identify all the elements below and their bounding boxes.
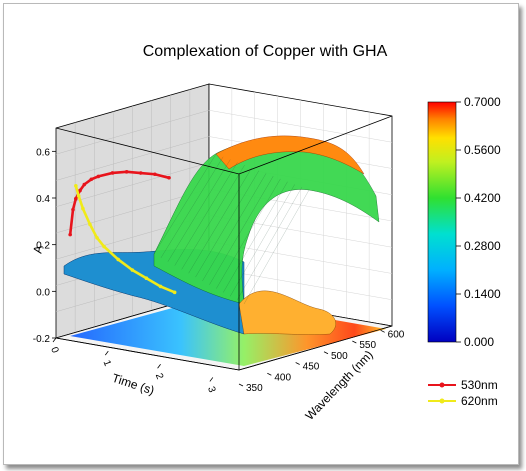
y-tick-label: 600 xyxy=(388,329,405,340)
x-tick-mark xyxy=(209,377,214,382)
series-point-530nm xyxy=(89,177,94,182)
colorbar-tick-label: 0.2800 xyxy=(464,239,501,253)
y-tick-mark xyxy=(267,372,272,376)
series-point-530nm xyxy=(110,171,115,175)
series-point-530nm xyxy=(124,170,129,174)
x-tick-mark xyxy=(104,350,109,356)
z-tick-label: 0.4 xyxy=(36,194,50,205)
colorbar-tick-label: 0.7000 xyxy=(464,95,501,109)
mesh-line xyxy=(195,170,260,278)
y-tick-label: 550 xyxy=(359,340,376,351)
colorbar-tick-label: 0.000 xyxy=(464,335,494,349)
mesh-line xyxy=(209,176,274,285)
series-point-530nm xyxy=(138,171,143,175)
x-tick-label: 3 xyxy=(205,385,217,394)
grid-line xyxy=(55,110,210,155)
series-point-620nm xyxy=(116,257,120,262)
colorbar xyxy=(427,101,457,343)
x-tick-mark xyxy=(52,337,57,343)
z-tick-label: 0.2 xyxy=(36,241,50,252)
mesh-line xyxy=(236,187,303,301)
floor-contour-projection xyxy=(70,298,386,366)
series-point-530nm xyxy=(74,196,78,201)
mesh-line xyxy=(216,178,281,289)
chart-title: Complexation of Copper with GHA xyxy=(143,43,388,60)
series-point-620nm xyxy=(130,268,135,272)
grid-line xyxy=(55,136,210,181)
legend-item-530nm: 530nm xyxy=(428,378,498,392)
legend-item-620nm: 620nm xyxy=(428,394,498,408)
mesh-line xyxy=(202,173,267,282)
z-tick-label: -0.2 xyxy=(33,334,51,345)
colorbar-tick-label: 0.4200 xyxy=(464,191,501,205)
series-point-620nm xyxy=(172,290,177,295)
y-tick-mark xyxy=(323,351,329,355)
z-axis-label: A xyxy=(30,244,45,254)
series-layer xyxy=(68,170,177,295)
mesh-line xyxy=(160,156,224,258)
y-tick-label: 450 xyxy=(303,362,320,373)
grid-line xyxy=(55,162,210,207)
series-point-620nm xyxy=(81,206,85,211)
y-tick-label: 500 xyxy=(331,351,348,362)
axis-ticks: -0.2 0.0 0.2 0.4 0.6 0 1 2 3 350 400 450 500 550 600 xyxy=(33,147,405,394)
z-tick-label: 0.6 xyxy=(36,147,50,158)
z-tick-label: 0.0 xyxy=(36,287,50,298)
legend-label-530nm: 530nm xyxy=(461,378,498,392)
colorbar-ticks: 0.7000 0.5600 0.4200 0.2800 0.1400 0.000 xyxy=(456,95,501,349)
mesh-line xyxy=(223,181,288,293)
floor-front-edges xyxy=(55,325,393,371)
surface-chart: Complexation of Copper with GHA -0.20.00… xyxy=(30,43,501,423)
mesh-line xyxy=(243,189,310,305)
mesh-line xyxy=(229,184,295,297)
x-axis-label: Time (s) xyxy=(110,371,156,398)
y-tick-label: 400 xyxy=(274,372,291,383)
chart-frame: Complexation of Copper with GHA -0.2 0.0 0… xyxy=(3,3,519,465)
series-point-620nm xyxy=(102,244,106,249)
y-tick-mark xyxy=(352,340,357,344)
surface-peak-ridge xyxy=(215,135,365,175)
series-point-620nm xyxy=(144,276,149,281)
series-point-530nm xyxy=(78,188,82,193)
surface-right-fold xyxy=(238,290,336,335)
surface-mesh xyxy=(153,153,310,305)
series-point-530nm xyxy=(96,174,101,179)
series-point-620nm xyxy=(88,222,92,227)
colorbar-tick-label: 0.1400 xyxy=(464,287,501,301)
legend-marker-530nm xyxy=(439,382,445,388)
legend-label-620nm: 620nm xyxy=(461,394,498,408)
mesh-line xyxy=(167,159,231,262)
y-tick-label: 350 xyxy=(246,383,263,394)
y-tick-mark xyxy=(380,329,385,333)
series-point-530nm xyxy=(167,176,171,180)
x-tick-mark xyxy=(157,364,161,369)
series-point-620nm xyxy=(158,284,163,289)
y-tick-mark xyxy=(238,383,244,387)
legend-marker-620nm xyxy=(439,398,445,404)
mesh-line xyxy=(188,167,252,274)
grid-line xyxy=(208,110,393,143)
series-point-620nm xyxy=(76,194,81,198)
series-point-620nm xyxy=(95,236,99,240)
colorbar-tick-label: 0.5600 xyxy=(464,143,501,157)
y-tick-mark xyxy=(295,362,300,365)
series-point-530nm xyxy=(153,172,157,177)
series-point-530nm xyxy=(82,182,87,187)
x-tick-label: 0 xyxy=(48,346,60,355)
x-tick-label: 2 xyxy=(153,372,165,381)
series-line-530nm xyxy=(68,170,170,235)
mesh-line xyxy=(174,162,238,266)
series-point-530nm xyxy=(68,232,72,237)
series-point-620nm xyxy=(74,184,78,188)
mesh-line xyxy=(181,164,245,270)
legend: 530nm 620nm xyxy=(428,378,498,408)
mesh-line xyxy=(153,153,217,255)
series-point-530nm xyxy=(71,207,75,212)
x-tick-label: 1 xyxy=(101,359,113,368)
